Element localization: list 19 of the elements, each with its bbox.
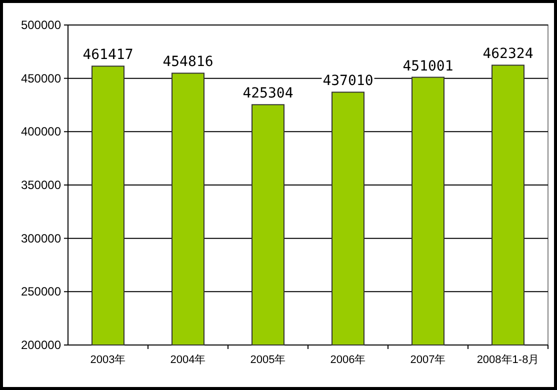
x-tick-label: 2003年 [90, 354, 126, 366]
y-tick-label: 400000 [20, 124, 62, 139]
x-tick-label: 2005年 [250, 354, 286, 366]
data-label: 451001 [402, 58, 454, 74]
y-tick-label: 250000 [20, 284, 62, 299]
y-tick-label: 350000 [20, 178, 62, 192]
y-tick-label: 200000 [20, 338, 62, 352]
data-label: 437010 [322, 73, 374, 90]
y-tick-label: 300000 [20, 231, 62, 246]
data-label: 461417 [82, 47, 134, 64]
x-tick-label: 2004年 [170, 354, 206, 366]
y-tick-label: 500000 [20, 18, 62, 32]
y-tick-label: 450000 [20, 71, 62, 86]
x-tick-label: 2007年 [410, 354, 446, 366]
data-label: 454816 [162, 54, 214, 70]
data-label: 462324 [482, 46, 534, 62]
x-tick-label: 2006年 [330, 354, 366, 366]
x-tick-label: 2008年1-8月 [476, 354, 540, 366]
data-label: 425304 [242, 86, 294, 102]
